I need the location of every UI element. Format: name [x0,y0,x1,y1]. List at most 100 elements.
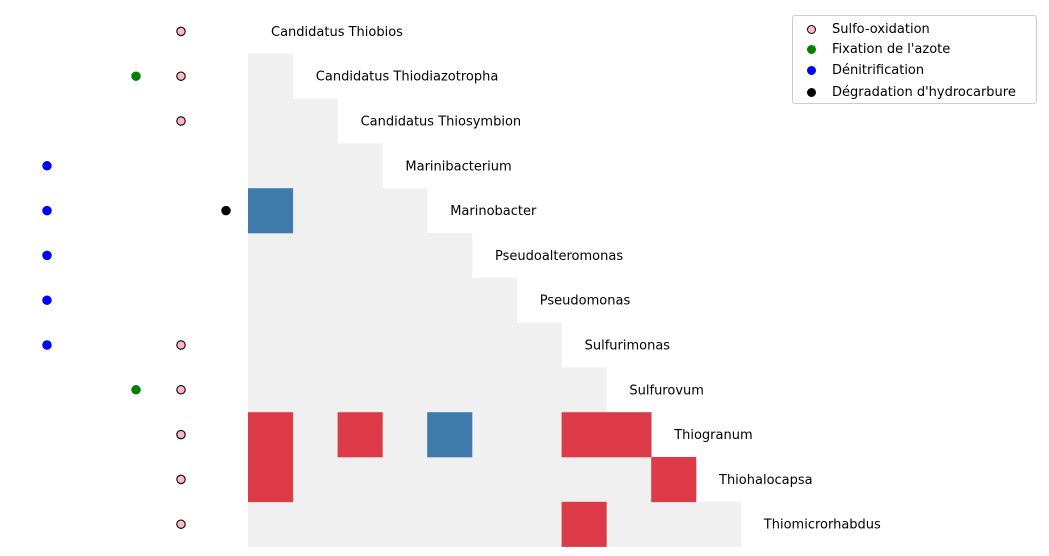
heatmap-cell-empty [248,53,294,99]
heatmap-cell-empty [427,457,473,503]
heatmap-cell-empty [516,412,562,458]
heatmap-cell-empty [292,143,338,189]
heatmap-cell-empty [606,501,652,547]
taxon-label: Thiohalocapsa [718,473,813,488]
heatmap-cell-positive [248,412,294,458]
heatmap-cell-empty [292,98,338,144]
trait-marker-sulfur-oxidation [176,474,186,485]
heatmap-cell-empty [248,98,294,144]
heatmap-cell-empty [382,501,428,547]
legend-label-sulfur-oxidation: Sulfo-oxidation [832,21,930,37]
heatmap-cell-empty [516,457,562,503]
heatmap-cell-empty [248,322,294,368]
heatmap-cell-positive [337,412,383,458]
heatmap-cell-empty [472,277,518,323]
taxon-label: Sulfurovum [629,383,704,398]
heatmap-cell-positive [561,501,607,547]
heatmap-cell-empty [427,233,473,279]
heatmap-cell-empty [292,188,338,234]
heatmap-cell-empty [382,367,428,413]
heatmap-cell-negative [427,412,473,458]
trait-marker-denitrification [42,205,52,216]
trait-marker-sulfur-oxidation [176,116,186,126]
heatmap-cell-empty [472,501,518,547]
heatmap-cell-empty [292,277,338,323]
heatmap-cell-empty [248,277,294,323]
heatmap-cell-empty [292,457,338,503]
trait-marker-denitrification [42,250,52,261]
legend-marker-nitrogen-fixation [807,44,816,54]
heatmap-cell-empty [427,277,473,323]
taxon-label: Candidatus Thiobios [271,25,403,40]
trait-marker-sulfur-oxidation [176,519,186,529]
heatmap-cell-empty [427,501,473,547]
heatmap-cell-empty [472,457,518,503]
heatmap-cell-empty [337,277,383,323]
heatmap-cell-positive [561,412,607,458]
taxon-label: Thiogranum [673,428,752,443]
heatmap-cell-empty [248,233,294,279]
heatmap-cell-empty [382,457,428,503]
legend-item-nitrogen-fixation: Fixation de l'azote [793,39,950,59]
legend-label-hydrocarbon-degradation: Dégradation d'hydrocarbure [832,84,1016,100]
taxon-label: Thiomicrorhabdus [763,518,881,533]
legend-item-sulfur-oxidation: Sulfo-oxidation [793,19,930,39]
trait-marker-nitrogen-fixation [131,71,141,81]
trait-marker-sulfur-oxidation [176,429,186,440]
heatmap-cell-empty [382,277,428,323]
trait-marker-nitrogen-fixation [131,385,141,395]
taxon-label: Candidatus Thiosymbion [361,115,522,130]
legend: Sulfo-oxidation Fixation de l'azote Déni… [792,15,1037,104]
heatmap-cell-empty [561,367,607,413]
trait-marker-sulfur-oxidation [176,26,186,37]
heatmap-cell-empty [337,367,383,413]
heatmap-cell-empty [472,412,518,458]
legend-label-denitrification: Dénitrification [832,62,925,78]
taxon-label: Pseudoalteromonas [495,249,623,264]
trait-marker-sulfur-oxidation [176,71,186,81]
heatmap-cell-empty [292,367,338,413]
legend-marker-denitrification [807,65,816,75]
heatmap-cell-empty [561,457,607,503]
heatmap-cell-empty [337,322,383,368]
heatmap-cell-empty [248,501,294,547]
heatmap-cell-empty [516,501,562,547]
legend-item-hydrocarbon-degradation: Dégradation d'hydrocarbure [793,82,1016,102]
heatmap-cell-negative [248,188,294,234]
heatmap-cell-empty [382,188,428,234]
legend-label-nitrogen-fixation: Fixation de l'azote [832,41,951,57]
heatmap-cell-empty [651,501,697,547]
taxon-label: Marinibacterium [405,159,511,174]
heatmap-cell-empty [292,412,338,458]
heatmap-cell-empty [427,367,473,413]
taxon-label: Pseudomonas [540,294,631,309]
trait-marker-denitrification [42,295,52,305]
trait-marker-denitrification [42,340,52,350]
heatmap-cell-empty [696,501,742,547]
legend-marker-sulfur-oxidation [807,24,816,34]
heatmap-cell-empty [248,367,294,413]
heatmap-cell-empty [337,457,383,503]
heatmap-cell-empty [606,457,652,503]
trait-marker-sulfur-oxidation [176,340,186,350]
heatmap-cell-empty [292,501,338,547]
heatmap-cell-empty [516,322,562,368]
heatmap-cell-positive [606,412,652,458]
taxon-label: Candidatus Thiodiazotropha [316,70,499,85]
heatmap-cell-empty [248,143,294,189]
heatmap-cell-empty [382,412,428,458]
heatmap-cell-empty [292,322,338,368]
heatmap-cell-positive [248,457,294,503]
heatmap-cell-empty [337,188,383,234]
heatmap-cell-empty [337,143,383,189]
taxon-label: Marinobacter [450,204,537,219]
heatmap-cell-empty [337,233,383,279]
heatmap-cell-empty [472,322,518,368]
taxon-label: Sulfurimonas [585,339,671,354]
heatmap-cell-empty [382,322,428,368]
heatmap-cell-empty [472,367,518,413]
heatmap-cell-empty [382,233,428,279]
legend-marker-hydrocarbon-degradation [807,87,816,97]
heatmap-cell-empty [337,501,383,547]
